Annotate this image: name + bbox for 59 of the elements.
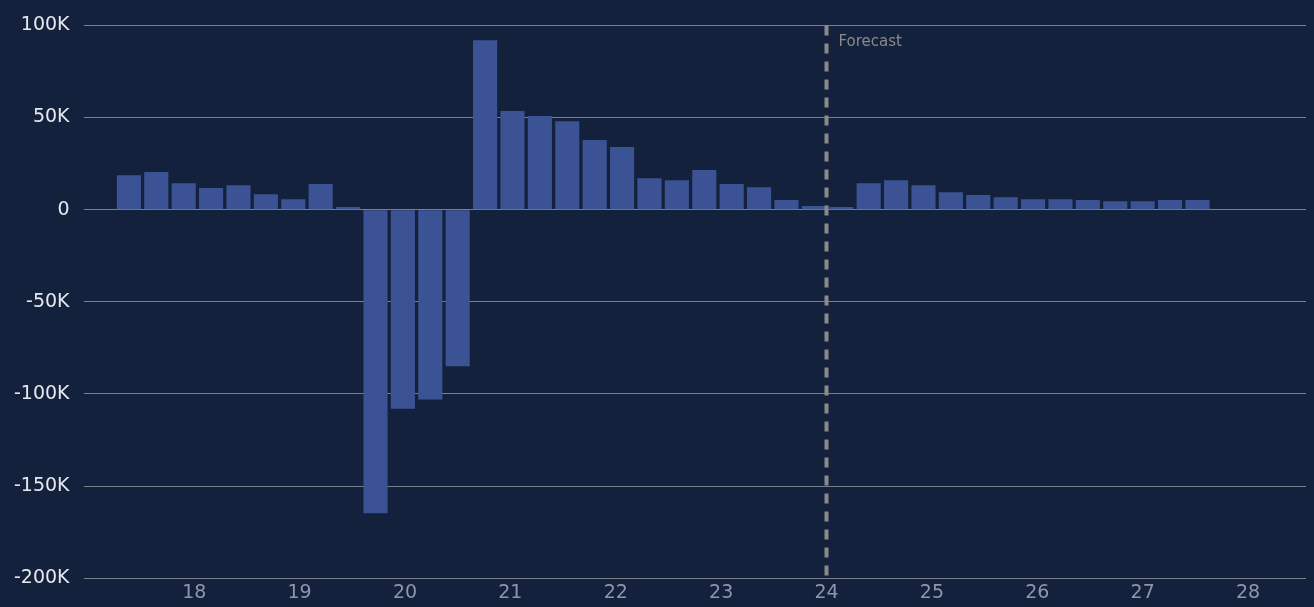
x-tick-label: 24 [814,579,839,602]
bar [884,180,909,210]
bar [253,194,278,210]
bar [1130,201,1155,210]
x-tick-label: 26 [1025,579,1050,602]
bar [116,175,141,210]
bar [171,183,196,210]
bar [445,210,470,367]
x-tick-label: 21 [498,579,523,602]
bar [774,200,799,210]
y-tick-label: 0 [57,196,70,219]
x-tick-label: 23 [709,579,734,602]
bar [144,172,169,210]
bar [664,180,689,210]
x-tick-label: 25 [919,579,944,602]
bar [336,207,361,210]
y-tick-label: -100K [13,380,71,403]
x-tick-label: 22 [603,579,628,602]
x-tick-label: 28 [1235,579,1261,602]
x-tick-label: 20 [392,579,418,602]
bar [226,185,251,210]
bar [500,111,525,210]
bar [199,188,224,210]
bar [390,210,415,409]
bar [308,184,333,210]
bar [801,205,826,210]
y-tick-label: -200K [13,565,71,588]
bar [527,116,552,210]
bar [1021,199,1046,210]
x-tick-label: 18 [182,579,207,602]
bar [610,147,635,210]
x-tick-label: 19 [287,579,312,602]
bar [363,210,388,514]
bar [582,140,607,210]
bar [966,195,991,210]
y-tick-label: 50K [32,104,71,127]
bar [692,170,717,210]
bar [719,184,744,210]
y-tick-label: -50K [26,288,71,311]
ref-line-label: Forecast [838,32,903,51]
bar [281,199,306,210]
bar [555,121,580,210]
bar [473,40,498,210]
bar [1158,200,1183,210]
bar [829,207,854,210]
bar [911,185,936,210]
y-tick-label: 100K [20,12,71,35]
bar [1103,201,1128,210]
bar [856,183,881,210]
bar [1185,200,1210,210]
bar [1075,200,1100,210]
bar [747,187,772,210]
y-tick-label: -150K [13,473,71,495]
bar [418,210,443,400]
x-tick-label: 27 [1130,579,1155,602]
bar [1048,199,1073,210]
bar [637,178,662,210]
bar [938,192,963,210]
bar [993,197,1018,210]
